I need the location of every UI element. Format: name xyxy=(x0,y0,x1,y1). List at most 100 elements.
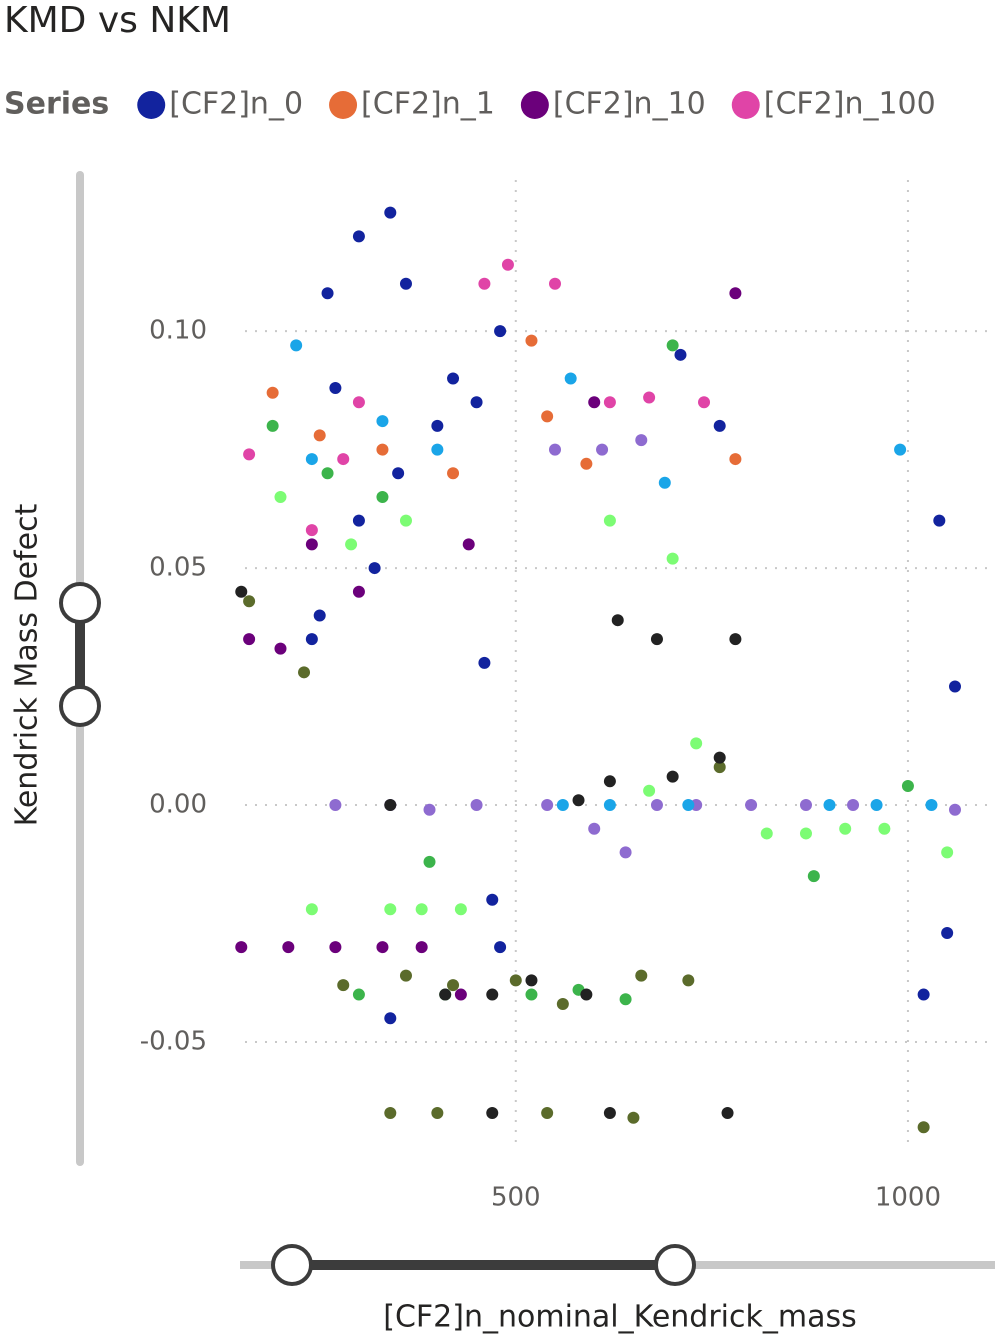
scatter-point xyxy=(901,780,914,793)
scatter-point xyxy=(666,552,679,565)
scatter-point xyxy=(917,988,930,1001)
scatter-point xyxy=(399,277,412,290)
scatter-point xyxy=(447,979,460,992)
scatter-point xyxy=(541,1107,554,1120)
x-tick-label: 500 xyxy=(491,1183,541,1213)
scatter-point xyxy=(415,941,428,954)
scatter-point xyxy=(431,443,444,456)
scatter-point xyxy=(274,490,287,503)
scatter-point xyxy=(478,656,491,669)
scatter-point xyxy=(729,287,742,300)
scatter-point xyxy=(399,969,412,982)
scatter-point xyxy=(541,799,554,812)
scatter-point xyxy=(698,396,711,409)
scatter-point xyxy=(925,799,938,812)
scatter-point xyxy=(423,803,436,816)
scatter-point xyxy=(321,287,334,300)
scatter-point xyxy=(643,391,656,404)
scatter-point xyxy=(541,410,554,423)
legend-label: [CF2]n_10 xyxy=(553,87,706,122)
scatter-point xyxy=(392,467,405,480)
scatter-point xyxy=(486,988,499,1001)
scatter-point xyxy=(352,396,365,409)
scatter-point xyxy=(501,258,514,271)
scatter-point xyxy=(352,230,365,243)
scatter-point xyxy=(462,538,475,551)
x-slider[interactable] xyxy=(240,1244,995,1286)
scatter-point xyxy=(564,372,577,385)
scatter-point xyxy=(650,799,663,812)
scatter-point xyxy=(352,585,365,598)
scatter-point xyxy=(376,941,389,954)
scatter-point xyxy=(454,988,467,1001)
scatter-point xyxy=(572,794,585,807)
scatter-point xyxy=(588,396,601,409)
scatter-point xyxy=(494,325,507,338)
y-slider[interactable] xyxy=(59,171,101,1166)
scatter-point xyxy=(352,988,365,1001)
scatter-point xyxy=(384,799,397,812)
scatter-point xyxy=(580,457,593,470)
scatter-point xyxy=(384,903,397,916)
scatter-point xyxy=(799,827,812,840)
scatter-point xyxy=(674,348,687,361)
scatter-point xyxy=(329,799,342,812)
slider-handle[interactable] xyxy=(59,685,101,727)
scatter-point xyxy=(399,514,412,527)
scatter-point xyxy=(313,429,326,442)
scatter-point xyxy=(682,974,695,987)
slider-handle[interactable] xyxy=(271,1244,313,1286)
scatter-point xyxy=(447,372,460,385)
scatter-point xyxy=(282,941,295,954)
scatter-point xyxy=(345,538,358,551)
scatter-point xyxy=(376,443,389,456)
scatter-point xyxy=(941,846,954,859)
scatter-point xyxy=(329,381,342,394)
scatter-point xyxy=(321,467,334,480)
scatter-point xyxy=(305,453,318,466)
scatter-point xyxy=(556,799,569,812)
scatter-point xyxy=(549,443,561,456)
scatter-point xyxy=(619,846,632,859)
scatter-point xyxy=(274,642,287,655)
y-axis-label: Kendrick Mass Defect xyxy=(10,503,45,826)
scatter-point xyxy=(611,614,624,627)
scatter-point xyxy=(823,799,836,812)
scatter-point xyxy=(352,514,365,527)
scatter-point xyxy=(690,737,703,750)
legend-label: [CF2]n_1 xyxy=(361,87,495,122)
scatter-point xyxy=(243,633,256,646)
scatter-point xyxy=(729,453,742,466)
scatter-point xyxy=(556,998,569,1011)
scatter-point xyxy=(807,870,820,883)
scatter-point xyxy=(713,419,726,432)
scatter-point xyxy=(839,822,852,835)
scatter-point xyxy=(509,974,522,987)
scatter-point xyxy=(384,1107,397,1120)
y-tick-label: 0.05 xyxy=(149,553,207,583)
scatter-point xyxy=(627,1111,640,1124)
scatter-point xyxy=(635,434,648,447)
legend-marker xyxy=(731,91,760,119)
scatter-point xyxy=(486,1107,499,1120)
slider-handle[interactable] xyxy=(654,1244,696,1286)
scatter-point xyxy=(549,277,561,290)
scatter-point xyxy=(235,585,248,598)
scatter-point xyxy=(494,941,507,954)
x-axis-label: [CF2]n_nominal_Kendrick_mass xyxy=(383,1300,856,1335)
legend-marker xyxy=(137,91,166,119)
scatter-point xyxy=(658,476,671,489)
y-tick-label: 0.10 xyxy=(149,316,207,346)
scatter-point xyxy=(368,562,381,575)
scatter-point xyxy=(713,751,726,764)
scatter-point xyxy=(431,419,444,432)
scatter-point xyxy=(305,524,318,537)
y-tick-label: -0.05 xyxy=(140,1026,207,1056)
scatter-point xyxy=(941,926,954,939)
scatter-point xyxy=(486,893,499,906)
scatter-point xyxy=(666,770,679,783)
chart-title: KMD vs NKM xyxy=(4,0,231,41)
slider-handle[interactable] xyxy=(59,582,101,624)
scatter-point xyxy=(298,666,311,679)
